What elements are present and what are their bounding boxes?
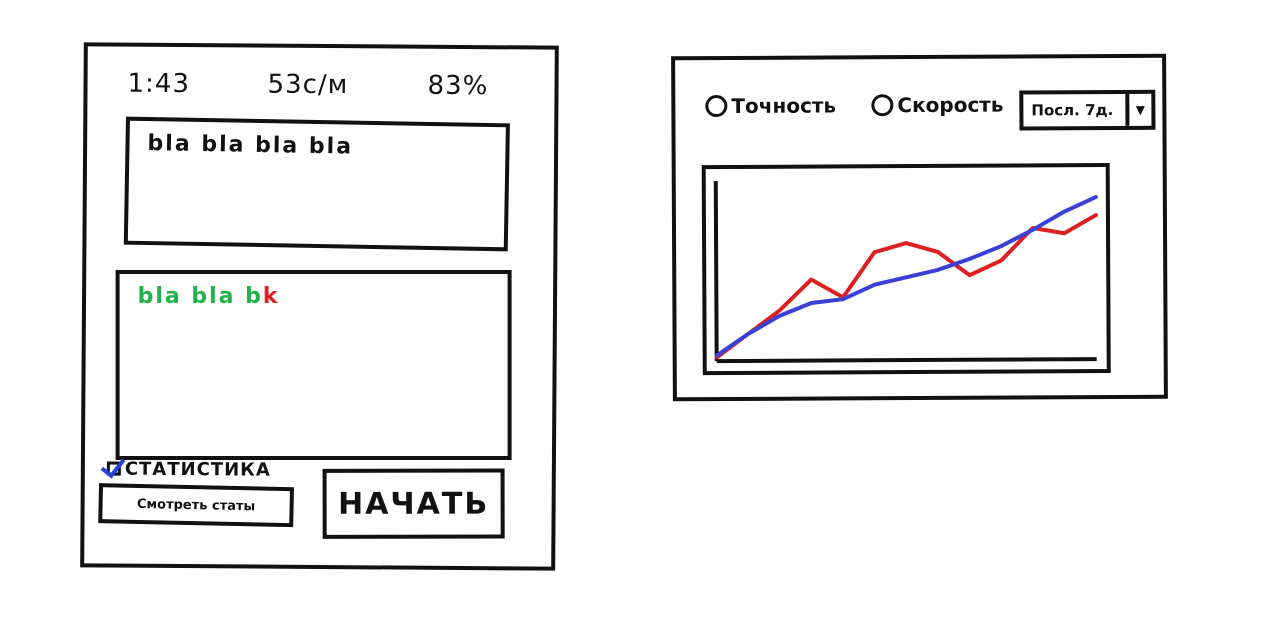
typed-text: bla bla bk [138, 284, 280, 309]
radio-speed[interactable]: Скорость [871, 92, 1004, 118]
radio-speed-label: Скорость [897, 92, 1004, 118]
chart-frame [701, 163, 1111, 376]
stats-checkbox-label: СТАТИСТИКА [124, 458, 271, 481]
typing-input-box[interactable]: bla bla bk [115, 269, 512, 460]
period-value: Посл. 7д. [1031, 100, 1114, 120]
source-text-box: bla bla bla bla [123, 116, 510, 252]
radio-accuracy-circle[interactable] [705, 95, 728, 118]
stats-checkbox[interactable] [100, 452, 126, 479]
radio-accuracy-label: Точность [731, 93, 837, 118]
start-button[interactable]: НАЧАТЬ [322, 468, 505, 539]
accuracy-indicator: 83% [427, 70, 489, 102]
speed-series-line [714, 195, 1098, 358]
typed-correct-text: bla bla b [137, 283, 263, 309]
timer: 1:43 [127, 68, 191, 100]
period-select[interactable]: Посл. 7д. ▼ [1019, 89, 1156, 131]
speed-indicator: 53с/м [267, 69, 349, 101]
typing-window: 1:43 53с/м 83% bla bla bla bla bla bla b… [80, 42, 559, 571]
radio-speed-circle[interactable] [871, 94, 894, 117]
chart [713, 181, 1098, 364]
y-axis [713, 181, 719, 362]
accuracy-series-line [714, 213, 1098, 360]
stats-window: Точность Скорость Посл. 7д. ▼ [671, 53, 1168, 402]
dropdown-arrow-icon[interactable]: ▼ [1125, 93, 1152, 126]
typed-wrong-text: k [262, 283, 280, 309]
x-axis [716, 357, 1097, 364]
source-text: bla bla bla bla [147, 131, 354, 160]
radio-accuracy[interactable]: Точность [705, 93, 836, 118]
view-stats-button[interactable]: Смотреть статы [98, 483, 295, 528]
status-bar: 1:43 53с/м 83% [127, 69, 507, 108]
checkmark-icon [100, 452, 126, 479]
stats-checkbox-row[interactable]: СТАТИСТИКА [100, 452, 271, 482]
